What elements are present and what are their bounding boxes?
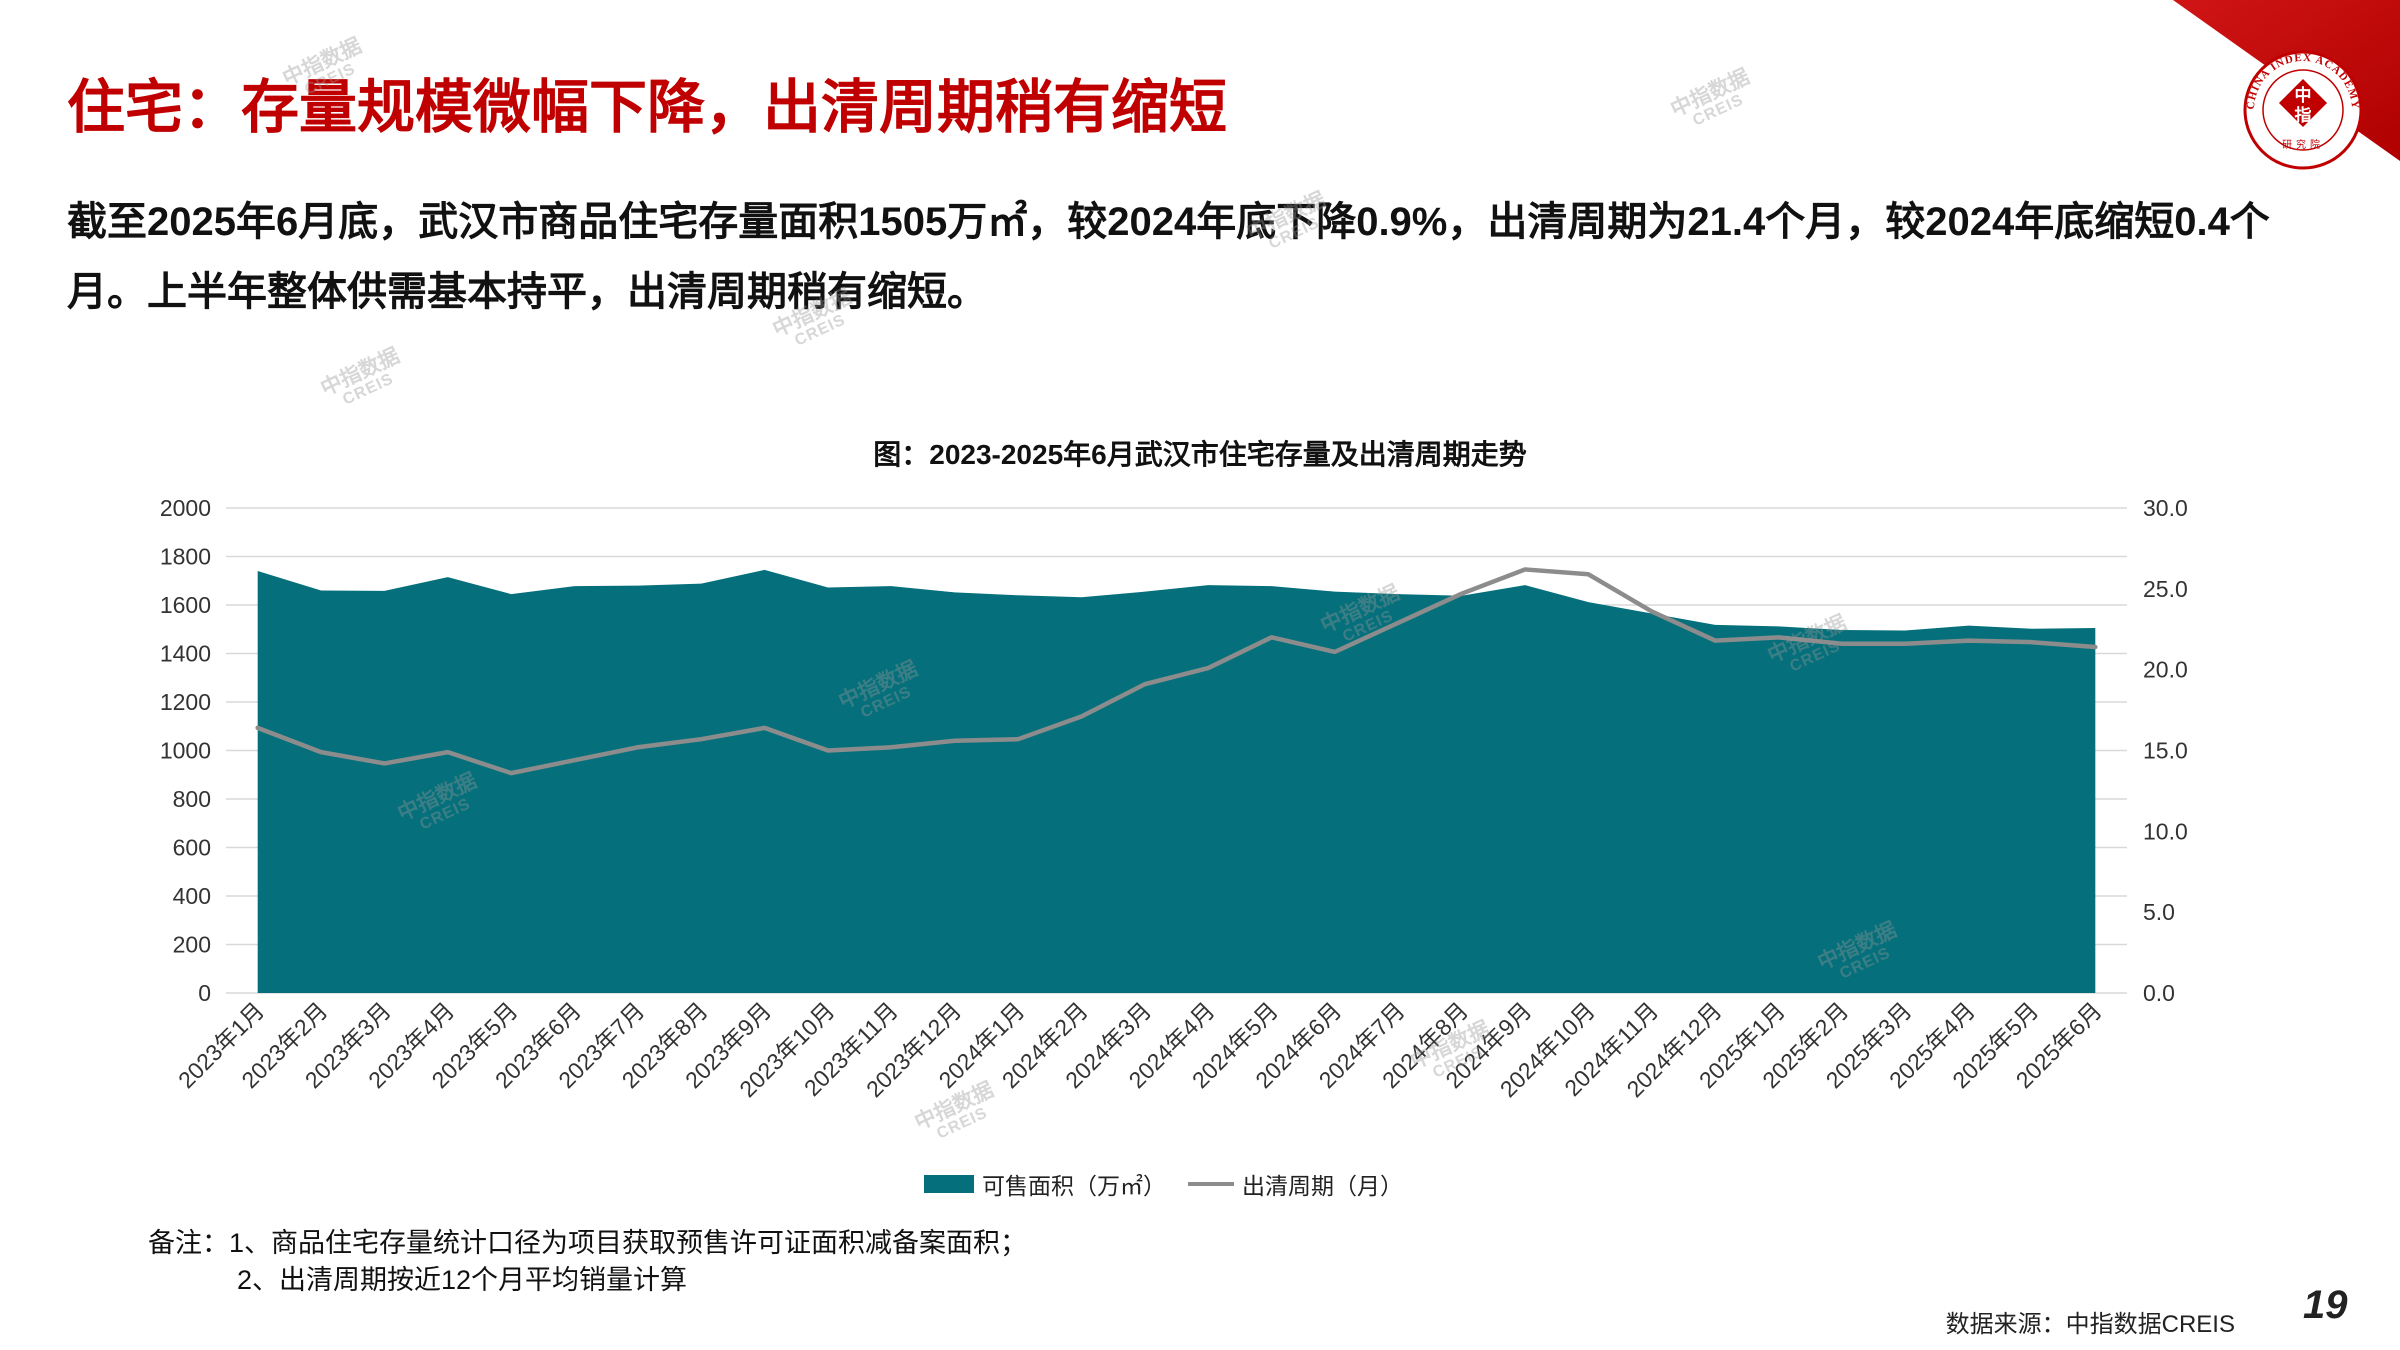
y-right-tick-label: 25.0 bbox=[2143, 576, 2188, 602]
y-axis-left: 0 200 400 600 800 1000 1200 1400 1600 1800 2000 bbox=[160, 495, 211, 1006]
y-left-tick-label: 1400 bbox=[160, 641, 211, 667]
y-left-tick-label: 1800 bbox=[160, 544, 211, 570]
y-left-tick-label: 600 bbox=[173, 835, 211, 861]
legend-item-clearance-cycle: 出清周期（月） bbox=[1188, 1167, 1403, 1201]
logo-inner-ring bbox=[2262, 69, 2344, 151]
y-right-tick-label: 30.0 bbox=[2143, 495, 2188, 521]
y-left-tick-label: 400 bbox=[173, 883, 211, 909]
y-left-tick-label: 1000 bbox=[160, 738, 211, 764]
logo-center-bottom: 指 bbox=[2295, 105, 2312, 125]
y-left-tick-label: 2000 bbox=[160, 495, 211, 521]
y-axis-right: 0.0 5.0 10.0 15.0 20.0 25.0 30.0 bbox=[2143, 495, 2188, 1006]
chart-series bbox=[255, 567, 2098, 993]
legend-label-stock-area: 可售面积（万㎡） bbox=[982, 1173, 1166, 1199]
legend-item-stock-area: 可售面积（万㎡） bbox=[924, 1167, 1166, 1201]
line-series-clearance-cycle bbox=[255, 567, 2098, 776]
logo-bottom-text: 研究院 bbox=[2282, 138, 2324, 151]
area-series-stock bbox=[257, 569, 2096, 993]
note-line-1: 备注：1、商品住宅存量统计口径为项目获取预售许可证面积减备案面积； bbox=[148, 1228, 1028, 1258]
logo-center-top: 中 bbox=[2295, 85, 2312, 105]
y-right-tick-label: 20.0 bbox=[2143, 657, 2188, 683]
y-right-tick-label: 10.0 bbox=[2143, 818, 2188, 844]
chart-legend: 可售面积（万㎡） 出清周期（月） bbox=[924, 1168, 1403, 1200]
corner-logo: CHINA INDEX ACADEMY 中 指 研究院 bbox=[2173, 0, 2400, 170]
summary-paragraph: 截至2025年6月底，武汉市商品住宅存量面积1505万㎡，较2024年底下降0.… bbox=[67, 200, 2270, 314]
data-source: 数据来源：中指数据CREIS bbox=[1945, 1311, 2235, 1338]
y-left-tick-label: 1600 bbox=[160, 592, 211, 618]
legend-swatch-area bbox=[924, 1175, 974, 1193]
y-left-tick-label: 800 bbox=[173, 786, 211, 812]
y-right-tick-label: 15.0 bbox=[2143, 738, 2188, 764]
y-right-tick-label: 5.0 bbox=[2143, 899, 2175, 925]
y-right-tick-label: 0.0 bbox=[2143, 980, 2175, 1006]
y-left-tick-label: 1200 bbox=[160, 689, 211, 715]
logo-diamond bbox=[2278, 78, 2328, 128]
legend-swatch-line bbox=[1188, 1182, 1234, 1186]
note-line-2: 2、出清周期按近12个月平均销量计算 bbox=[237, 1265, 688, 1295]
page-title: 住宅：存量规模微幅下降，出清周期稍有缩短 bbox=[67, 75, 1228, 140]
legend-label-clearance-cycle: 出清周期（月） bbox=[1242, 1173, 1403, 1199]
y-left-tick-label: 200 bbox=[173, 932, 211, 958]
chart-title: 图：2023-2025年6月武汉市住宅存量及出清周期走势 bbox=[873, 439, 1527, 470]
x-axis: 2023年1月2023年2月2023年3月2023年4月2023年5月2023年… bbox=[173, 997, 2107, 1102]
page-number: 19 bbox=[2303, 1283, 2348, 1327]
y-left-tick-label: 0 bbox=[198, 980, 211, 1006]
